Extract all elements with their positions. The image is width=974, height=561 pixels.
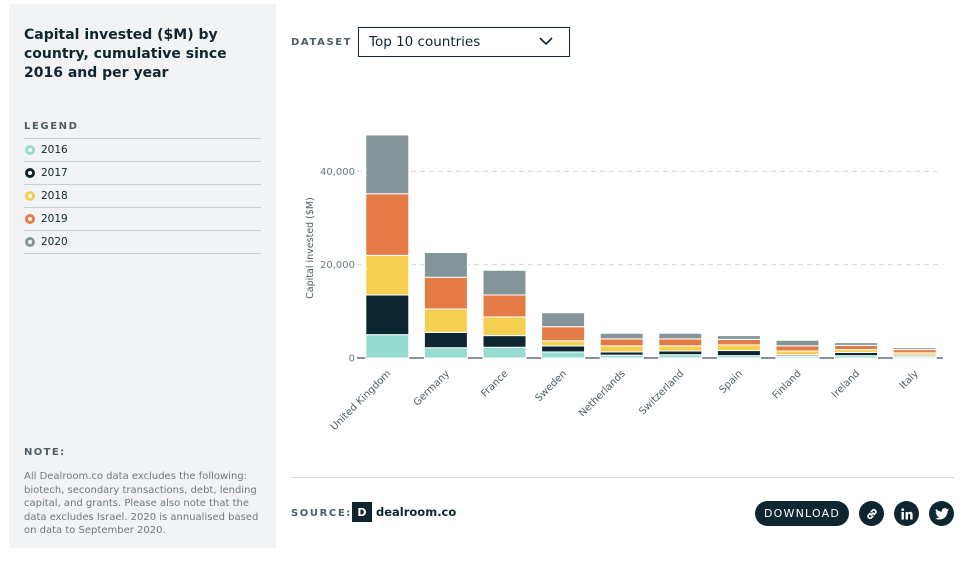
bar-segment (365, 134, 410, 195)
x-tick-label: France (479, 368, 510, 399)
bar-segment (541, 345, 586, 353)
bar-segment (423, 252, 468, 278)
legend-item-2016[interactable]: 2016 (24, 139, 261, 162)
x-tick-label: Finland (771, 368, 804, 401)
bar-segment (482, 335, 527, 348)
bar-segment (834, 342, 879, 346)
footer-divider (291, 477, 954, 478)
bar-segment (541, 351, 586, 359)
legend-dot-icon (25, 168, 35, 178)
twitter-share-button[interactable] (929, 501, 954, 526)
bar-segment (716, 350, 761, 357)
bar-segment (482, 346, 527, 359)
x-tick-label: Ireland (830, 368, 862, 400)
bar-segment (423, 331, 468, 349)
y-axis-label: Capital invested ($M) (305, 197, 316, 299)
legend-label: 2016 (41, 144, 68, 156)
copy-link-button[interactable] (859, 501, 884, 526)
bar-segment (365, 193, 410, 256)
legend-label: 2019 (41, 213, 68, 225)
bar-segment (716, 344, 761, 352)
x-tick-label: Germany (412, 368, 452, 408)
linkedin-icon (900, 507, 913, 519)
bar-segment (834, 344, 879, 351)
bar-segment (658, 350, 703, 356)
x-tick-label: Switzerland (637, 368, 686, 417)
note-heading: NOTE: (24, 447, 66, 458)
legend-label: 2017 (41, 167, 68, 179)
bar-segment (541, 340, 586, 347)
bar-segment (482, 294, 527, 318)
dealroom-logo[interactable]: D dealroom.co (352, 502, 456, 522)
bar-segment (365, 334, 410, 359)
legend: 2016 2017 2018 2019 2020 (24, 138, 261, 254)
y-tick-label: 20,000 (320, 260, 355, 271)
legend-item-2017[interactable]: 2017 (24, 162, 261, 185)
bar-segment (775, 350, 820, 356)
chart-title: Capital invested ($M) by country, cumula… (24, 27, 227, 81)
y-tick-label: 40,000 (320, 167, 355, 178)
legend-label: 2020 (41, 236, 68, 248)
bar-segment (599, 332, 644, 340)
dataset-label: DATASET (291, 37, 353, 48)
note-text: All Dealroom.co data excludes the follow… (24, 471, 259, 536)
sidebar: Capital invested ($M) by country, cumula… (9, 4, 276, 548)
source-label: SOURCE: (291, 508, 352, 519)
y-tick-label: 0 (349, 354, 355, 365)
legend-heading: LEGEND (24, 121, 79, 132)
download-button[interactable]: DOWNLOAD (755, 501, 849, 526)
bar-segment (892, 347, 937, 351)
bar-segment (365, 254, 410, 296)
logo-mark: D (352, 502, 372, 522)
twitter-icon (934, 507, 949, 520)
legend-dot-icon (25, 191, 35, 201)
bar-segment (716, 338, 761, 346)
legend-dot-icon (25, 145, 35, 155)
x-tick-label: United Kingdom (329, 368, 394, 433)
linkedin-share-button[interactable] (894, 501, 919, 526)
bar-segment (423, 276, 468, 310)
legend-dot-icon (25, 237, 35, 247)
legend-dot-icon (25, 214, 35, 224)
stacked-bar-chart: 0 20,000 40,000 Capital invested ($M) United… (305, 134, 943, 433)
bar-segment (658, 338, 703, 347)
x-tick-label: Italy (898, 368, 921, 391)
legend-item-2018[interactable]: 2018 (24, 185, 261, 208)
bar-segment (482, 269, 527, 296)
bar-segment (541, 326, 586, 342)
bar-segment (599, 345, 644, 353)
dataset-selected-value: Top 10 countries (369, 34, 481, 50)
link-icon (866, 508, 877, 519)
logo-text: dealroom.co (376, 505, 457, 519)
bar-segment (541, 312, 586, 328)
bar-segment (423, 347, 468, 359)
x-tick-label: Spain (717, 368, 745, 396)
bar-segment (658, 332, 703, 340)
bar-segment (365, 294, 410, 336)
dataset-select[interactable]: Top 10 countries (358, 27, 570, 57)
bar-segment (658, 345, 703, 352)
bar-segment (599, 338, 644, 347)
legend-item-2019[interactable]: 2019 (24, 208, 261, 231)
chevron-down-icon (539, 37, 553, 46)
bar-segment (423, 308, 468, 333)
bar-segment (775, 345, 820, 352)
bar-segment (716, 335, 761, 340)
bar-segment (775, 339, 820, 347)
x-tick-label: Sweden (533, 368, 569, 404)
legend-label: 2018 (41, 190, 68, 202)
legend-item-2020[interactable]: 2020 (24, 231, 261, 254)
x-tick-label: Netherlands (577, 368, 628, 419)
bar-segment (482, 316, 527, 337)
